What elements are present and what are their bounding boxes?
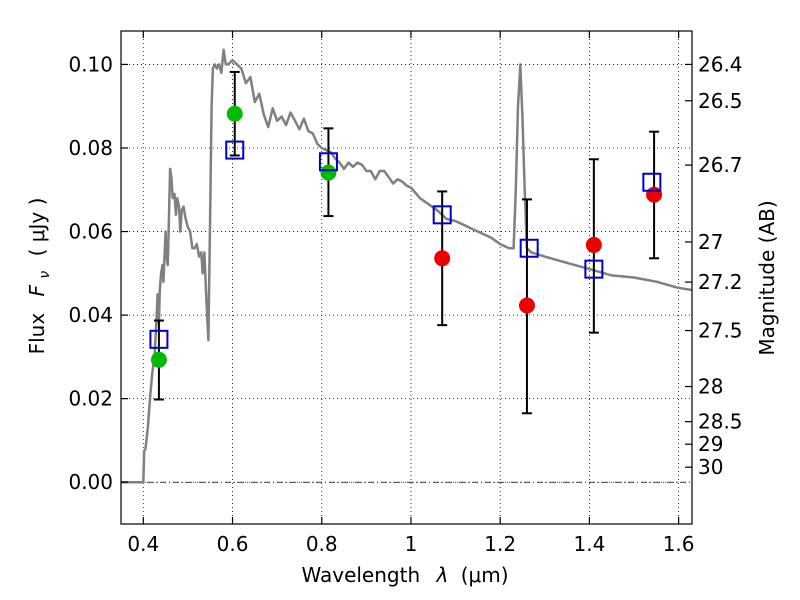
x-axis-title-text: Wavelength <box>301 563 420 587</box>
axis-ticks <box>121 31 692 524</box>
observed-green-point <box>226 105 243 122</box>
y-axis-title-unit: ( μJy ) <box>25 198 49 257</box>
observed-green-point <box>150 351 167 368</box>
y2-tick-label: 28 <box>698 375 723 399</box>
y-tick-labels: 0.00 0.02 0.04 0.06 0.08 0.10 <box>68 52 113 494</box>
model-photometry-square <box>642 172 662 192</box>
model-photometry-square <box>318 152 338 172</box>
x-axis-title-symbol: λ <box>436 563 449 587</box>
x-axis-title: Wavelength λ (μm) <box>301 563 508 587</box>
y-tick-label: 0.06 <box>68 220 113 244</box>
x-tick-label: 0.4 <box>127 532 159 556</box>
y2-tick-label: 27 <box>698 230 723 254</box>
observed-points-layer <box>150 105 663 368</box>
x-tick-label: 1.2 <box>484 532 516 556</box>
observed-red-point <box>518 297 535 314</box>
y2-axis-title: Magnitude (AB) <box>755 200 779 355</box>
x-tick-label: 1.4 <box>573 532 605 556</box>
spectrum-line <box>121 48 693 484</box>
y2-tick-label: 26.5 <box>698 89 743 113</box>
y-tick-label: 0.08 <box>68 136 113 160</box>
y-axis-title-symbol: F <box>25 284 49 296</box>
model-spectrum-layer <box>121 48 693 484</box>
y-tick-label: 0.10 <box>68 52 113 76</box>
y2-tick-label: 27.2 <box>698 270 743 294</box>
y2-tick-label: 30 <box>698 455 723 479</box>
observed-red-point <box>585 236 602 253</box>
y2-tick-label: 29 <box>698 432 723 456</box>
model-photometry-square <box>149 329 169 349</box>
model-photometry-square <box>519 238 539 258</box>
y-axis-title-subscript: ν <box>37 271 53 279</box>
model-photometry-square <box>225 140 245 160</box>
model-photometry-square <box>584 259 604 279</box>
y-tick-label: 0.04 <box>68 303 113 327</box>
y-tick-label: 0.00 <box>68 470 113 494</box>
observed-red-point <box>434 250 451 267</box>
y-axis-title: Flux F ν ( μJy ) <box>25 198 54 355</box>
x-tick-labels: 0.4 0.6 0.8 1 1.2 1.4 1.6 <box>127 532 694 556</box>
x-tick-label: 0.6 <box>217 532 249 556</box>
x-tick-label: 1 <box>405 532 418 556</box>
model-photometry-layer <box>149 140 662 349</box>
y-axis-title-text: Flux <box>25 313 49 355</box>
y2-tick-label: 26.7 <box>698 153 743 177</box>
plot-frame <box>120 30 693 525</box>
y2-tick-label: 26.4 <box>698 52 743 76</box>
y2-tick-label: 27.5 <box>698 319 743 343</box>
y2-tick-label: 28.5 <box>698 410 743 434</box>
x-axis-title-unit: (μm) <box>461 563 509 587</box>
x-tick-label: 1.6 <box>663 532 695 556</box>
y-tick-label: 0.02 <box>68 387 113 411</box>
model-photometry-square <box>432 205 452 225</box>
x-tick-label: 0.8 <box>306 532 338 556</box>
observed-green-point <box>320 164 337 181</box>
